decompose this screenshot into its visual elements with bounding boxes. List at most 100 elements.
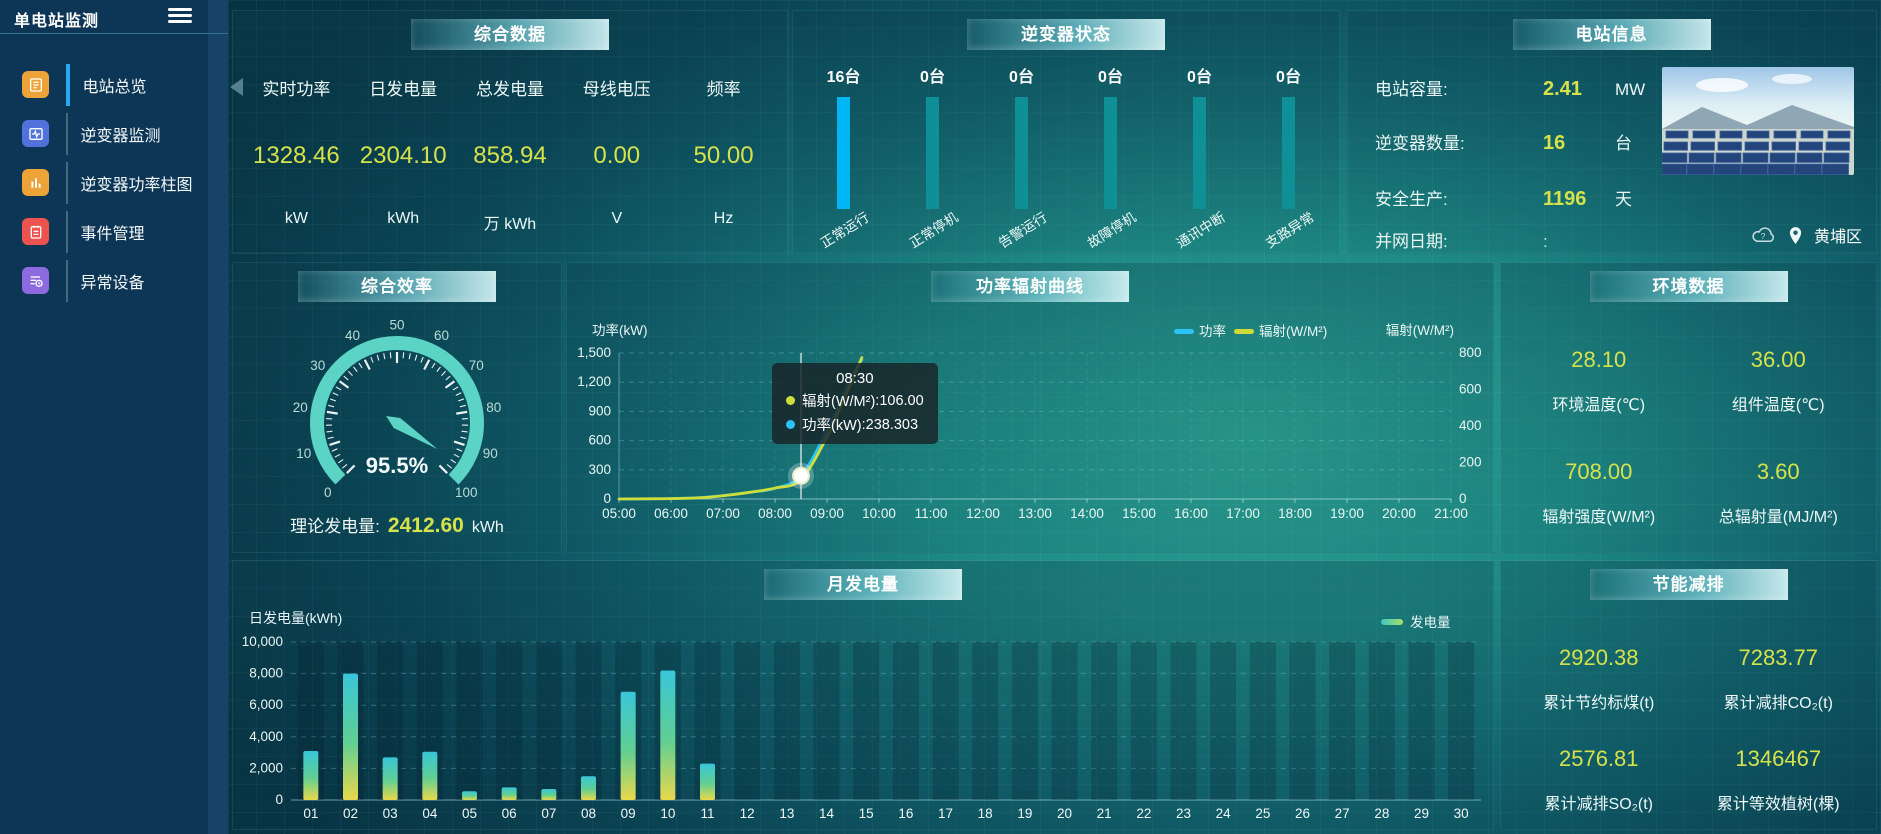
bar-07[interactable] bbox=[541, 788, 557, 800]
metric-value: 2304.10 bbox=[359, 142, 447, 169]
svg-text:15: 15 bbox=[859, 806, 874, 821]
inverter-status-label: 支路异常 bbox=[1262, 209, 1317, 251]
svg-text:09:00: 09:00 bbox=[810, 506, 844, 521]
svg-text:07:00: 07:00 bbox=[706, 506, 740, 521]
inverter-status-bar bbox=[1104, 97, 1117, 209]
svg-text:12: 12 bbox=[740, 806, 755, 821]
bar-08[interactable] bbox=[581, 776, 596, 800]
stat-cell: 2920.38 累计节约标煤(t) bbox=[1509, 619, 1689, 720]
weather-cloud-icon[interactable]: ? bbox=[1750, 226, 1777, 245]
sidebar-item-abnormal-device[interactable]: 异常设备 bbox=[0, 256, 228, 305]
stat-cell: 3.60 总辐射量(MJ/M²) bbox=[1689, 433, 1869, 545]
metric-label: 母线电压 bbox=[582, 80, 651, 99]
svg-text:90: 90 bbox=[483, 446, 498, 461]
sidebar-item-label: 逆变器监测 bbox=[80, 127, 161, 145]
menu-divider bbox=[66, 63, 70, 106]
svg-text:21: 21 bbox=[1097, 806, 1112, 821]
bar-06[interactable] bbox=[501, 787, 517, 800]
location-label: 黄埔区 bbox=[1813, 229, 1862, 246]
bar-04[interactable] bbox=[422, 751, 438, 800]
bar-09[interactable] bbox=[620, 691, 636, 800]
svg-text:30: 30 bbox=[310, 358, 325, 373]
svg-text:05:00: 05:00 bbox=[602, 506, 636, 521]
sidebar-item-event-management[interactable]: 事件管理 bbox=[0, 207, 228, 256]
legend-marker[interactable] bbox=[1381, 619, 1403, 625]
svg-text:12:00: 12:00 bbox=[966, 506, 1000, 521]
sidebar-item-overview[interactable]: 电站总览 bbox=[0, 60, 228, 109]
legend-label[interactable]: 功率 bbox=[1199, 323, 1226, 339]
legend-label[interactable]: 辐射(W/M²) bbox=[1259, 324, 1327, 339]
svg-text:功率(kW): 功率(kW) bbox=[592, 322, 647, 338]
metric-value: 1328.46 bbox=[253, 142, 340, 169]
inverter-status-bar bbox=[1193, 97, 1206, 209]
inverter-status-label: 告警运行 bbox=[995, 209, 1050, 251]
svg-text:400: 400 bbox=[1459, 418, 1482, 433]
bar-01[interactable] bbox=[303, 751, 319, 800]
legend-marker[interactable] bbox=[1174, 329, 1194, 334]
sidebar-collapse-arrow[interactable] bbox=[230, 78, 243, 96]
sidebar-item-label: 电站总览 bbox=[82, 78, 147, 96]
station-info-unit: 天 bbox=[1615, 190, 1632, 209]
sidebar-item-label: 异常设备 bbox=[80, 274, 145, 292]
legend-label[interactable]: 发电量 bbox=[1410, 615, 1451, 630]
svg-text:日发电量(kWh): 日发电量(kWh) bbox=[249, 610, 342, 626]
stat-cell: 1346467 累计等效植树(棵) bbox=[1689, 720, 1869, 821]
inverter-count: 16台 bbox=[826, 69, 861, 86]
sidebar-item-inverter-monitor[interactable]: 逆变器监测 bbox=[0, 109, 228, 158]
svg-text:21:00: 21:00 bbox=[1434, 506, 1468, 521]
inverter-status-column: 0台 通讯中断 bbox=[1156, 63, 1244, 251]
metric-value: 858.94 bbox=[473, 142, 547, 169]
svg-text:60: 60 bbox=[434, 328, 449, 343]
svg-text:18:00: 18:00 bbox=[1278, 506, 1312, 521]
inverter-monitor-icon bbox=[22, 120, 49, 147]
station-info-row: 逆变器数量: 16 台 bbox=[1375, 129, 1632, 155]
location-pin-icon[interactable] bbox=[1788, 226, 1803, 245]
svg-text:6,000: 6,000 bbox=[249, 697, 283, 712]
bar-03[interactable] bbox=[382, 757, 398, 800]
station-info-value: 2.41 bbox=[1543, 78, 1582, 100]
metric-column: 总发电量 858.94 万 kWh bbox=[457, 63, 562, 245]
svg-text:30: 30 bbox=[1454, 806, 1469, 821]
bar-05[interactable] bbox=[462, 791, 477, 800]
inverter-count: 0台 bbox=[1276, 69, 1301, 86]
svg-text:11:00: 11:00 bbox=[915, 506, 948, 521]
environment-grid: 28.10 环境温度(℃) 36.00 组件温度(℃) 708.00 辐射强度(W/M²)… bbox=[1509, 321, 1868, 544]
stat-label: 组件温度(℃) bbox=[1731, 397, 1825, 414]
svg-text:04: 04 bbox=[422, 806, 438, 821]
bar-10[interactable] bbox=[660, 670, 676, 800]
power-radiation-line-chart[interactable]: 05:00 06:00 07:00 08:00 09:00 10:00 11:00 12:00… bbox=[567, 263, 1495, 554]
station-info-value: 16 bbox=[1543, 132, 1566, 154]
gauge-svg: 0 10 20 30 40 50 60 70 80 90 100 bbox=[293, 318, 502, 500]
sidebar-item-inverter-power-bars[interactable]: 逆变器功率柱图 bbox=[0, 158, 228, 207]
station-info-label: 电站容量: bbox=[1375, 80, 1448, 99]
inverter-status-columns: 16台 正常运行 0台 正常停机 0台 告警运行 0台 故障停机 0台 通讯中断 0台 支路异常 bbox=[799, 63, 1333, 251]
panel-inverter-status: 逆变器状态 16台 正常运行 0台 正常停机 0台 告警运行 0台 故障停机 0台 通讯中断 0台支… bbox=[792, 10, 1340, 254]
monthly-generation-bar-chart[interactable]: 0 2,000 4,000 6,000 8,000 10,000 日发电量(kWh) 发电量 0… bbox=[233, 561, 1495, 831]
svg-text:10:00: 10:00 bbox=[862, 506, 896, 521]
svg-text:1,200: 1,200 bbox=[577, 374, 611, 389]
bar-11[interactable] bbox=[700, 763, 715, 800]
panel-title: 综合数据 bbox=[411, 19, 609, 50]
legend-marker[interactable] bbox=[1234, 329, 1254, 334]
metric-column: 母线电压 0.00 V bbox=[564, 63, 669, 245]
gauge-value-label: 95.5% bbox=[365, 453, 429, 478]
station-location: ? 黄埔区 bbox=[1750, 223, 1862, 247]
inverter-count: 0台 bbox=[1009, 69, 1034, 86]
svg-text:10: 10 bbox=[660, 806, 675, 821]
bar-02[interactable] bbox=[343, 673, 358, 800]
sidebar: 单电站监测 电站总览 逆变器监测 逆变器功率柱图 事件管理 异常设备 bbox=[0, 0, 228, 834]
stat-label: 辐射强度(W/M²) bbox=[1542, 508, 1656, 526]
stat-cell: 708.00 辐射强度(W/M²) bbox=[1509, 433, 1689, 545]
svg-text:40: 40 bbox=[345, 328, 360, 343]
panel-title: 节能减排 bbox=[1589, 569, 1788, 600]
metric-value: 0.00 bbox=[593, 142, 641, 169]
stat-label: 总辐射量(MJ/M²) bbox=[1718, 508, 1838, 526]
menu-divider bbox=[66, 259, 68, 302]
svg-text:20:00: 20:00 bbox=[1382, 506, 1416, 521]
menu-divider bbox=[66, 161, 68, 204]
metric-label: 日发电量 bbox=[369, 80, 438, 99]
hamburger-menu-icon[interactable] bbox=[168, 8, 192, 26]
inverter-status-column: 0台告警运行 bbox=[978, 63, 1066, 251]
svg-text:?: ? bbox=[1761, 230, 1766, 240]
svg-text:24: 24 bbox=[1216, 806, 1232, 821]
